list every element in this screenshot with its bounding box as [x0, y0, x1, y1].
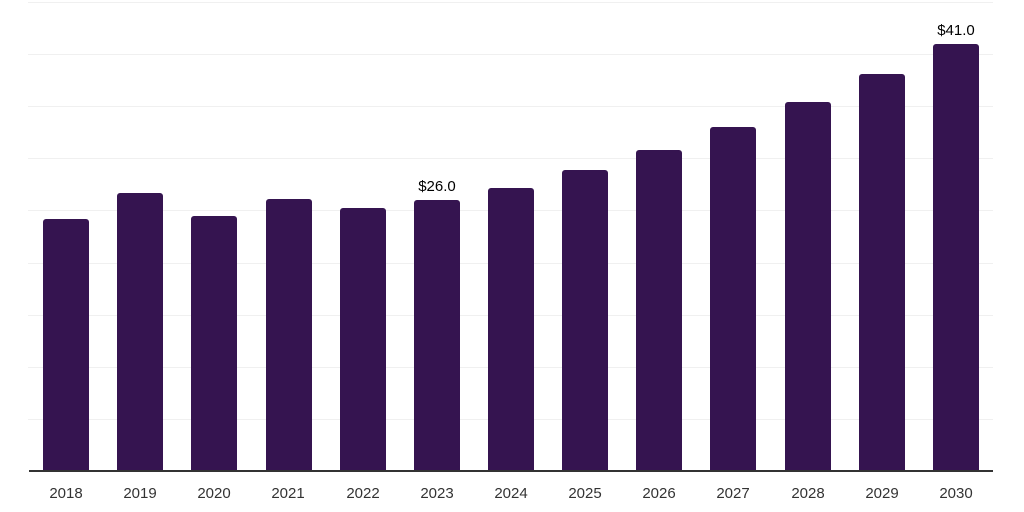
x-tick-label-2022: 2022 [346, 485, 380, 502]
gridline-40 [28, 54, 993, 55]
x-tick-label-2025: 2025 [568, 485, 602, 502]
bar-2018 [43, 219, 89, 471]
bar-2022 [340, 208, 386, 471]
x-tick-label-2023: 2023 [420, 485, 454, 502]
gridline-30 [28, 158, 993, 159]
data-label-2030: $41.0 [937, 22, 975, 39]
x-tick-label-2021: 2021 [271, 485, 305, 502]
x-tick-label-2028: 2028 [791, 485, 825, 502]
x-tick-label-2026: 2026 [642, 485, 676, 502]
gridline-45 [28, 2, 993, 3]
bar-2023 [414, 200, 460, 471]
x-tick-label-2019: 2019 [123, 485, 157, 502]
x-tick-label-2024: 2024 [494, 485, 528, 502]
bar-2021 [266, 199, 312, 471]
bar-2026 [636, 150, 682, 471]
bar-2025 [562, 170, 608, 471]
data-label-2023: $26.0 [418, 178, 456, 195]
x-tick-label-2027: 2027 [716, 485, 750, 502]
bar-2020 [191, 216, 237, 471]
x-tick-label-2018: 2018 [49, 485, 83, 502]
bar-2030 [933, 44, 979, 471]
bar-2028 [785, 102, 831, 471]
x-tick-label-2020: 2020 [197, 485, 231, 502]
bar-2019 [117, 193, 163, 471]
bar-2027 [710, 127, 756, 471]
bar-2024 [488, 188, 534, 471]
bar-2029 [859, 74, 905, 471]
x-tick-label-2029: 2029 [865, 485, 899, 502]
gridline-35 [28, 106, 993, 107]
x-axis-line [29, 470, 993, 472]
x-tick-label-2030: 2030 [939, 485, 973, 502]
